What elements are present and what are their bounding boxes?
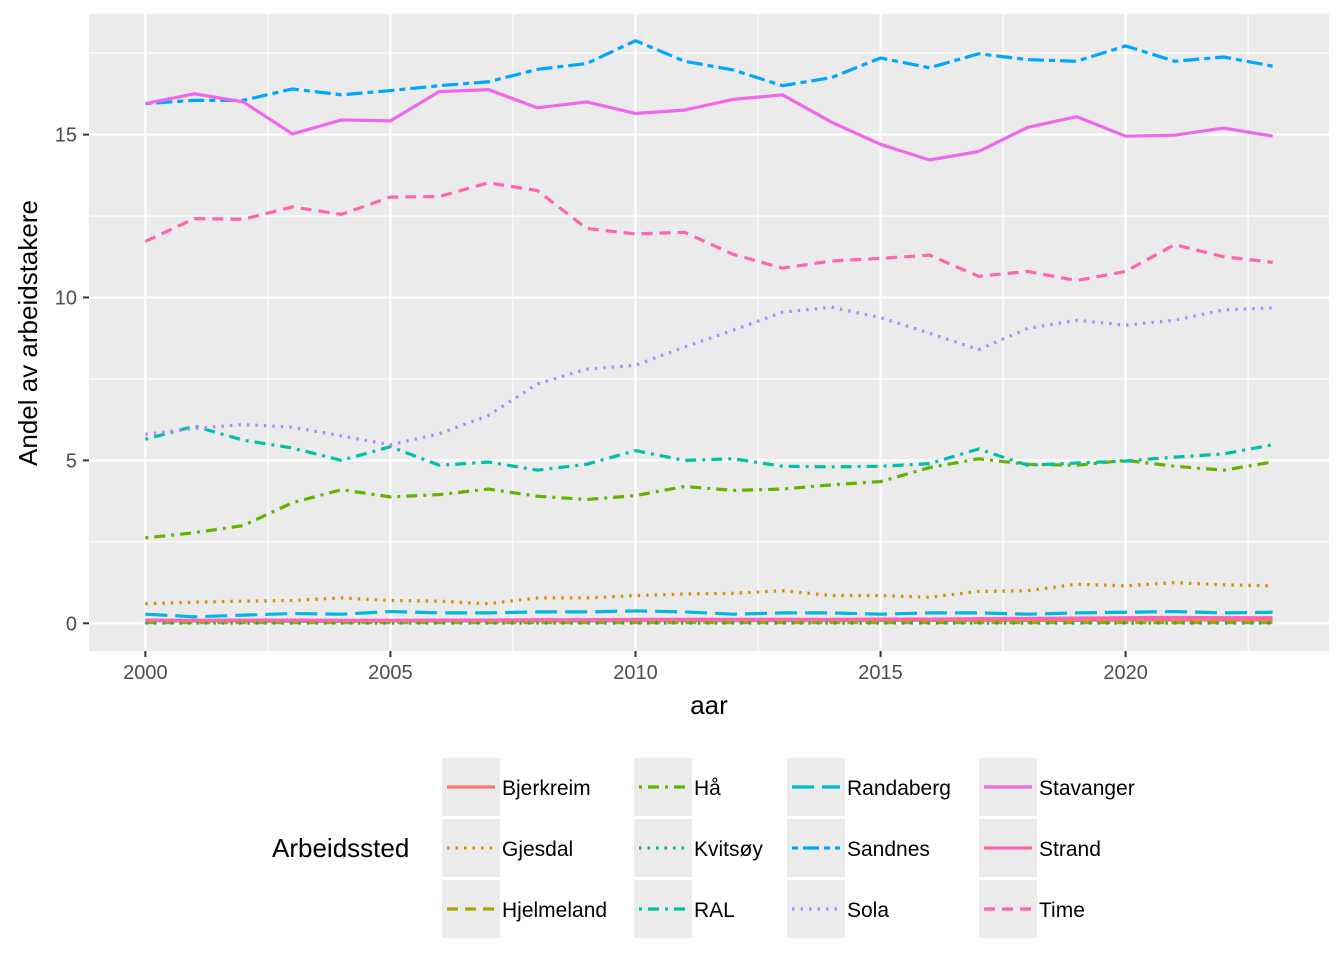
series-line-ral (144, 424, 1273, 472)
series-line-gjesdal (145, 580, 1273, 606)
legend-label: Randaberg (847, 777, 951, 800)
series-line-time (144, 181, 1273, 283)
legend-item-sandnes: Sandnes (787, 819, 930, 877)
legend-item-strand: Strand (979, 819, 1101, 877)
legend-item-stavanger: Stavanger (979, 758, 1135, 816)
legend-item-hå: Hå (634, 758, 721, 816)
legend-item-bjerkreim: Bjerkreim (442, 758, 591, 816)
legend-item-time: Time (979, 880, 1085, 938)
series-line-hå (145, 457, 1273, 540)
x-tick-label: 2020 (1103, 662, 1148, 684)
legend-label: Bjerkreim (502, 777, 591, 800)
y-tick-label: 10 (55, 287, 77, 309)
legend-label: Kvitsøy (694, 838, 763, 861)
legend-label: Time (1039, 899, 1085, 922)
legend-item-randaberg: Randaberg (787, 758, 951, 816)
legend-label: Gjesdal (502, 838, 573, 861)
legend-label: Hjelmeland (502, 899, 607, 922)
legend-item-sola: Sola (787, 880, 889, 938)
legend-label: Sola (847, 899, 889, 922)
x-axis-title: aar (690, 690, 728, 720)
x-axis: 2000 2005 2010 2015 2020 (123, 651, 1148, 684)
y-axis: 0 5 10 15 (55, 125, 89, 635)
y-tick-label: 15 (55, 125, 77, 147)
y-tick-label: 5 (66, 450, 77, 472)
series-line-strand (145, 615, 1273, 622)
legend-label: Stavanger (1039, 777, 1135, 800)
legend-title: Arbeidssted (272, 833, 409, 863)
y-axis-title: Andel av arbeidstakere (13, 200, 43, 466)
legend: Arbeidssted Bjerkreim Gjesdal Hjelmeland Hå… (272, 758, 1135, 938)
legend-item-ral: RAL (634, 880, 735, 938)
x-tick-label: 2010 (613, 662, 658, 684)
series-layer (144, 39, 1273, 625)
series-line-randaberg (145, 609, 1273, 619)
x-tick-label: 2000 (123, 662, 168, 684)
legend-item-kvitsøy: Kvitsøy (634, 819, 763, 877)
legend-label: Strand (1039, 838, 1101, 861)
series-line-sola (145, 305, 1273, 447)
legend-label: Hå (694, 777, 721, 800)
series-line-stavanger (145, 87, 1273, 162)
legend-item-hjelmeland: Hjelmeland (442, 880, 607, 938)
legend-item-gjesdal: Gjesdal (442, 819, 573, 877)
x-tick-label: 2005 (368, 662, 413, 684)
plot-panel (89, 14, 1329, 651)
x-tick-label: 2015 (858, 662, 903, 684)
grid-minor (89, 14, 1329, 651)
series-line-sandnes (145, 39, 1273, 106)
legend-label: Sandnes (847, 838, 930, 861)
legend-label: RAL (694, 899, 735, 922)
y-tick-label: 0 (66, 613, 77, 635)
